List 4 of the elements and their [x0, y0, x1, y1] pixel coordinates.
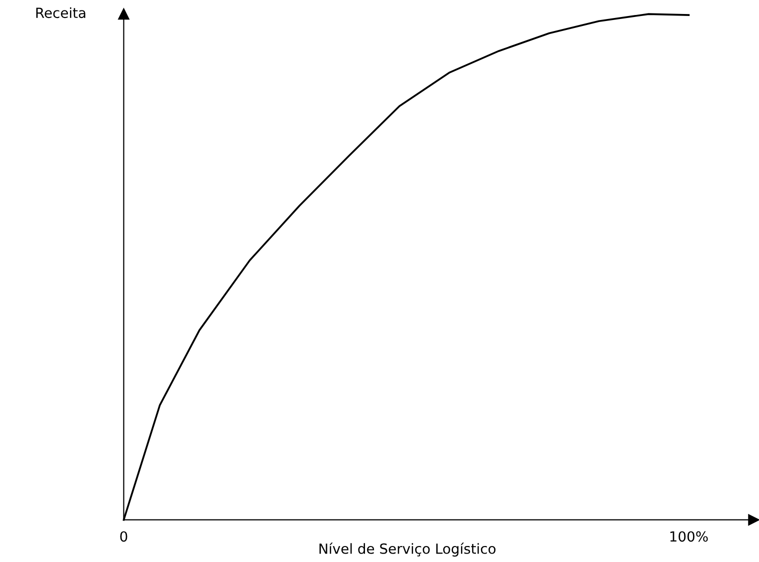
x-tick-label: 100%	[670, 531, 708, 542]
y-axis-title: Receita	[36, 7, 86, 18]
x-axis-title: Nível de Serviço Logístico	[320, 542, 496, 557]
x-tick-label: 0	[120, 531, 128, 542]
